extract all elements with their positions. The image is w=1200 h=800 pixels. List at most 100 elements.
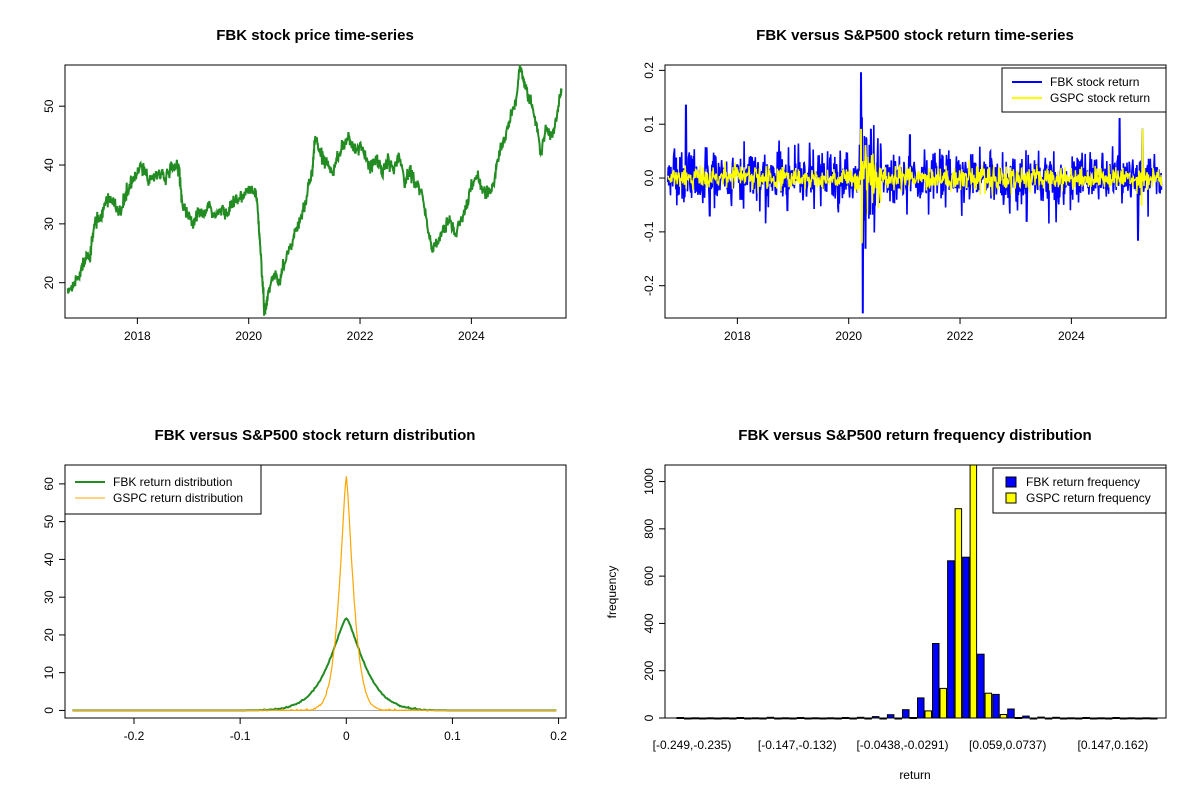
histogram-bar-gspc bbox=[999, 714, 1008, 719]
histogram-bar-fbk bbox=[1082, 717, 1090, 719]
histogram-bar-fbk bbox=[706, 717, 715, 720]
histogram-bar-gspc bbox=[684, 717, 692, 720]
histogram-ylabel: frequency bbox=[605, 566, 619, 619]
returns-y-tick-label: 0.2 bbox=[642, 62, 656, 79]
histogram-bar-fbk bbox=[886, 714, 895, 719]
density-x-tick-label: -0.2 bbox=[124, 729, 145, 743]
price-x-tick-label: 2022 bbox=[347, 329, 374, 343]
histogram-bar-fbk bbox=[1067, 717, 1075, 720]
returns-panel: FBK versus S&P500 stock return time-seri… bbox=[642, 27, 1167, 343]
histogram-y-tick-label: 1000 bbox=[642, 468, 656, 495]
histogram-y-tick-label: 0 bbox=[642, 714, 656, 721]
histogram-title: FBK versus S&P500 return frequency distr… bbox=[738, 427, 1091, 444]
histogram-bar-fbk bbox=[1037, 716, 1045, 719]
histogram-bar-gspc bbox=[1135, 717, 1143, 720]
histogram-bar-gspc bbox=[954, 508, 963, 719]
histogram-bar-gspc bbox=[759, 717, 767, 720]
histogram-bar-fbk bbox=[721, 717, 730, 720]
histogram-bar-gspc bbox=[1014, 717, 1023, 719]
histogram-bar-gspc bbox=[1119, 717, 1128, 720]
histogram-x-tick-label: [0.059,0.0737) bbox=[969, 738, 1046, 752]
histogram-bar-fbk bbox=[676, 717, 684, 719]
histogram-bar-fbk bbox=[1052, 716, 1060, 719]
histogram-bar-fbk bbox=[796, 717, 805, 719]
density-legend-gspc: GSPC return distribution bbox=[113, 491, 243, 505]
histogram-bar-gspc bbox=[879, 717, 887, 720]
histogram-y-tick-label: 800 bbox=[642, 519, 656, 539]
histogram-bar-gspc bbox=[924, 710, 932, 719]
returns-y-tick-label: 0.1 bbox=[642, 116, 656, 133]
returns-x-tick-label: 2024 bbox=[1058, 329, 1085, 343]
histogram-bar-gspc bbox=[1029, 717, 1038, 720]
density-y-tick-label: 50 bbox=[42, 515, 56, 529]
histogram-bar-gspc bbox=[849, 717, 857, 720]
histogram-bar-gspc bbox=[894, 717, 902, 720]
density-series-line-fbk bbox=[72, 617, 557, 712]
histogram-legend-swatch-fbk bbox=[1005, 476, 1017, 488]
histogram-bar-fbk bbox=[736, 717, 745, 719]
histogram-bar-gspc bbox=[804, 717, 812, 720]
price-x-tick-label: 2018 bbox=[124, 329, 151, 343]
histogram-bar-gspc bbox=[864, 717, 872, 720]
histogram-legend-swatch-gspc bbox=[1005, 492, 1017, 504]
density-y-tick-label: 10 bbox=[42, 666, 56, 680]
histogram-y-tick-label: 200 bbox=[642, 660, 656, 680]
histogram-bar-gspc bbox=[744, 717, 752, 720]
returns-legend-gspc: GSPC stock return bbox=[1050, 91, 1150, 105]
histogram-bar-fbk bbox=[1097, 717, 1105, 720]
price-y-tick-label: 50 bbox=[42, 99, 56, 113]
histogram-bar-gspc bbox=[834, 717, 842, 720]
density-y-tick-label: 0 bbox=[42, 707, 56, 714]
histogram-bar-gspc bbox=[714, 717, 722, 720]
histogram-bar-gspc bbox=[789, 717, 797, 720]
histogram-bar-gspc bbox=[729, 717, 737, 720]
returns-legend: FBK stock return GSPC stock return bbox=[1001, 67, 1167, 113]
histogram-legend: FBK return frequency GSPC return frequen… bbox=[992, 467, 1167, 514]
histogram-bar-fbk bbox=[1007, 708, 1015, 719]
density-y-tick-label: 40 bbox=[42, 552, 56, 566]
histogram-y-tick-label: 400 bbox=[642, 613, 656, 633]
price-panel: FBK stock price time-series 2018 2020 2022… bbox=[42, 27, 567, 343]
histogram-bar-gspc bbox=[774, 717, 782, 720]
returns-legend-fbk: FBK stock return bbox=[1050, 75, 1139, 89]
histogram-bar-gspc bbox=[1150, 717, 1158, 720]
density-title: FBK versus S&P500 stock return distribut… bbox=[155, 427, 476, 444]
returns-x-tick-label: 2018 bbox=[724, 329, 751, 343]
histogram-x-tick-label: [-0.0438,-0.0291) bbox=[856, 738, 948, 752]
price-y-tick-label: 30 bbox=[42, 217, 56, 231]
histogram-x-tick-label: [-0.249,-0.235) bbox=[653, 738, 732, 752]
histogram-bar-fbk bbox=[751, 717, 760, 720]
histogram-bar-fbk bbox=[871, 716, 880, 719]
histogram-bar-gspc bbox=[969, 464, 978, 719]
histogram-bar-gspc bbox=[939, 687, 947, 719]
histogram-bar-gspc bbox=[984, 692, 993, 719]
price-series-line bbox=[66, 64, 563, 316]
returns-x-tick-label: 2022 bbox=[947, 329, 974, 343]
returns-series-line-gspc bbox=[667, 128, 1163, 244]
histogram-bar-fbk bbox=[992, 693, 1000, 719]
histogram-bar-fbk bbox=[766, 716, 775, 719]
histogram-bar-fbk bbox=[1022, 715, 1030, 719]
price-x-tick-label: 2020 bbox=[235, 329, 262, 343]
histogram-legend-fbk: FBK return frequency bbox=[1026, 475, 1140, 489]
histogram-bar-fbk bbox=[1142, 717, 1150, 720]
histogram-bar-fbk bbox=[1112, 717, 1120, 719]
density-x-tick-label: 0.1 bbox=[444, 729, 461, 743]
histogram-bar-fbk bbox=[841, 717, 850, 719]
histogram-bar-fbk bbox=[826, 717, 835, 720]
histogram-bar-fbk bbox=[932, 643, 940, 719]
histogram-bar-fbk bbox=[811, 717, 820, 720]
histogram-bar-gspc bbox=[1074, 717, 1083, 720]
price-y-tick-label: 40 bbox=[42, 158, 56, 172]
histogram-bar-gspc bbox=[819, 717, 827, 720]
histogram-bar-gspc bbox=[1044, 717, 1053, 720]
returns-y-tick-label: 0.0 bbox=[642, 169, 656, 186]
histogram-bar-fbk bbox=[917, 697, 925, 719]
returns-y-tick-label: -0.1 bbox=[642, 221, 656, 242]
density-y-tick-label: 60 bbox=[42, 477, 56, 491]
price-title: FBK stock price time-series bbox=[216, 27, 414, 44]
price-x-tick-label: 2024 bbox=[458, 329, 485, 343]
density-y-tick-label: 30 bbox=[42, 590, 56, 604]
returns-y-tick-label: -0.2 bbox=[642, 275, 656, 296]
